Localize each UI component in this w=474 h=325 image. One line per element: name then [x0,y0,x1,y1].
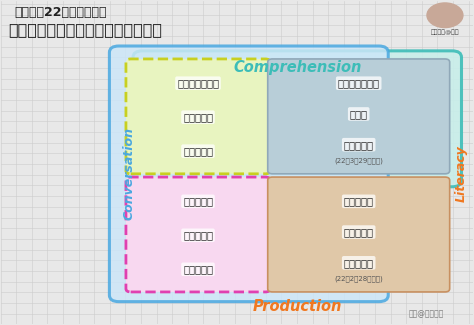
Text: 填空题: 填空题 [350,109,368,119]
Text: 看题写作题: 看题写作题 [344,227,374,237]
Text: (22年2月28日计分): (22年2月28日计分) [334,276,383,282]
Text: 多邻国．22年春季题改后: 多邻国．22年春季题改后 [15,6,108,19]
Text: Production: Production [253,299,342,314]
FancyBboxPatch shape [126,59,270,174]
FancyBboxPatch shape [268,59,450,174]
Text: 听题口语题: 听题口语题 [183,264,213,274]
Text: 单词发音判断题: 单词发音判断题 [177,78,219,88]
FancyBboxPatch shape [268,177,450,292]
FancyBboxPatch shape [109,46,388,302]
Text: 看题口语题: 看题口语题 [183,230,213,240]
Text: 写作样本题: 写作样本题 [344,258,374,268]
Text: 【全部题型】与【各小分对应题型】: 【全部题型】与【各小分对应题型】 [8,22,162,37]
Text: 知乎@米斯特潘: 知乎@米斯特潘 [409,309,444,318]
Text: Literacy: Literacy [455,146,468,202]
FancyBboxPatch shape [126,177,270,292]
Text: Conversation: Conversation [123,127,136,220]
Text: 句子听写题: 句子听写题 [183,112,213,122]
Text: (22年3月29日上线): (22年3月29日上线) [334,158,383,164]
Text: 单词拼写判断题: 单词拼写判断题 [337,78,380,88]
Text: 米斯特潘@知乎: 米斯特潘@知乎 [431,30,459,35]
Circle shape [427,3,463,28]
Text: 看图写作题: 看图写作题 [344,196,374,206]
Text: 看图口语题: 看图口语题 [183,196,213,206]
FancyBboxPatch shape [133,51,462,187]
Text: 互动阅读题: 互动阅读题 [344,140,374,150]
Text: Comprehension: Comprehension [233,59,362,74]
Text: 句子朗读题: 句子朗读题 [183,146,213,156]
